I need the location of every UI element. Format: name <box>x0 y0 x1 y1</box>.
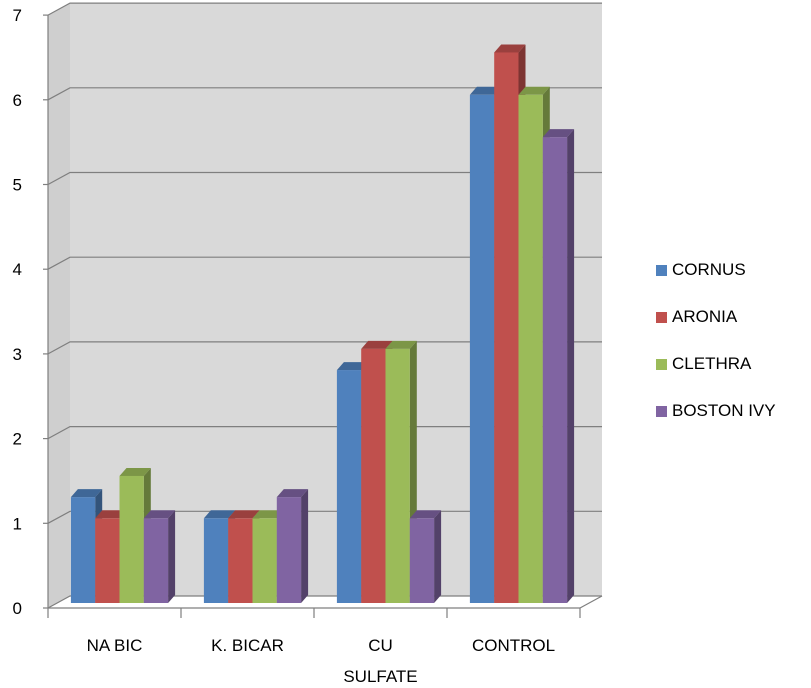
bar-side <box>567 129 575 603</box>
bar-side <box>168 510 176 603</box>
bar-top <box>494 44 526 53</box>
bar <box>409 510 442 603</box>
bar-side <box>434 510 442 603</box>
bar <box>542 129 575 603</box>
bar-front <box>95 518 120 603</box>
bar-front <box>252 518 277 603</box>
legend-label: BOSTON IVY <box>672 401 776 420</box>
legend-label: ARONIA <box>672 307 738 326</box>
gridline <box>47 2 602 16</box>
bar-front <box>143 518 169 603</box>
bar-front <box>276 497 302 603</box>
bar-top <box>385 340 417 349</box>
bar-front <box>494 52 519 603</box>
legend-swatch <box>656 405 667 417</box>
y-tick-label: 1 <box>13 514 22 533</box>
bar-front <box>361 348 386 603</box>
bar-front <box>542 137 568 603</box>
bar-front <box>119 475 144 603</box>
x-category-label: CU SULFATE <box>343 636 417 686</box>
y-tick-label: 3 <box>13 345 22 364</box>
legend-item: BOSTON IVY <box>656 399 776 423</box>
y-tick-label: 4 <box>13 260 22 279</box>
bar-top <box>336 362 369 371</box>
bars <box>70 44 575 604</box>
bar-top <box>119 467 151 476</box>
bar-top <box>409 510 442 519</box>
y-tick-label: 6 <box>13 91 22 110</box>
gridline <box>47 426 602 440</box>
bar <box>276 489 309 603</box>
gridline <box>47 341 602 355</box>
bar-front <box>409 518 435 603</box>
y-tick-label: 0 <box>13 599 22 618</box>
legend-item: CORNUS <box>656 258 776 282</box>
bar-top <box>95 510 127 519</box>
legend-item: CLETHRA <box>656 352 776 376</box>
floor-edge <box>579 595 603 609</box>
legend-label: CORNUS <box>672 260 746 279</box>
legend-swatch <box>656 264 667 276</box>
gridline <box>47 171 602 186</box>
bar-front <box>469 94 495 604</box>
legend: CORNUS ARONIA CLETHRA BOSTON IVY <box>656 258 776 446</box>
bar-top <box>70 489 103 498</box>
bar <box>143 510 176 603</box>
bar-front <box>385 348 410 603</box>
y-tick-label: 7 <box>13 6 22 25</box>
bar-top <box>518 86 550 95</box>
legend-swatch <box>656 311 667 323</box>
bar-top <box>361 340 393 349</box>
bar-front <box>70 497 96 603</box>
bar-front <box>336 370 362 603</box>
bar-side <box>301 489 309 603</box>
bar-top <box>228 510 260 519</box>
y-axis-ticks: 0 1 2 3 4 5 6 7 <box>13 6 49 618</box>
gridline <box>47 256 602 270</box>
y-tick-label: 2 <box>13 430 22 449</box>
side-wall <box>48 3 70 609</box>
x-category-label: CONTROL <box>472 636 555 655</box>
legend-item: ARONIA <box>656 305 776 329</box>
bar-top <box>203 510 236 519</box>
bar-top <box>143 510 176 519</box>
x-category-label: NA BIC <box>87 636 143 655</box>
legend-label: CLETHRA <box>672 354 752 373</box>
x-category-label: K. BICAR <box>211 636 284 655</box>
bar-top <box>542 129 575 138</box>
bar-top <box>276 489 309 498</box>
y-tick-label: 5 <box>13 176 22 195</box>
legend-swatch <box>656 358 667 370</box>
bar-front <box>203 518 229 603</box>
gridline <box>47 87 602 101</box>
bar-top <box>469 86 502 95</box>
bar-front <box>518 94 543 604</box>
bar-front <box>228 518 253 603</box>
x-axis-categories: NA BIC K. BICAR CU SULFATE CONTROL <box>47 608 581 686</box>
bar-top <box>252 510 284 519</box>
